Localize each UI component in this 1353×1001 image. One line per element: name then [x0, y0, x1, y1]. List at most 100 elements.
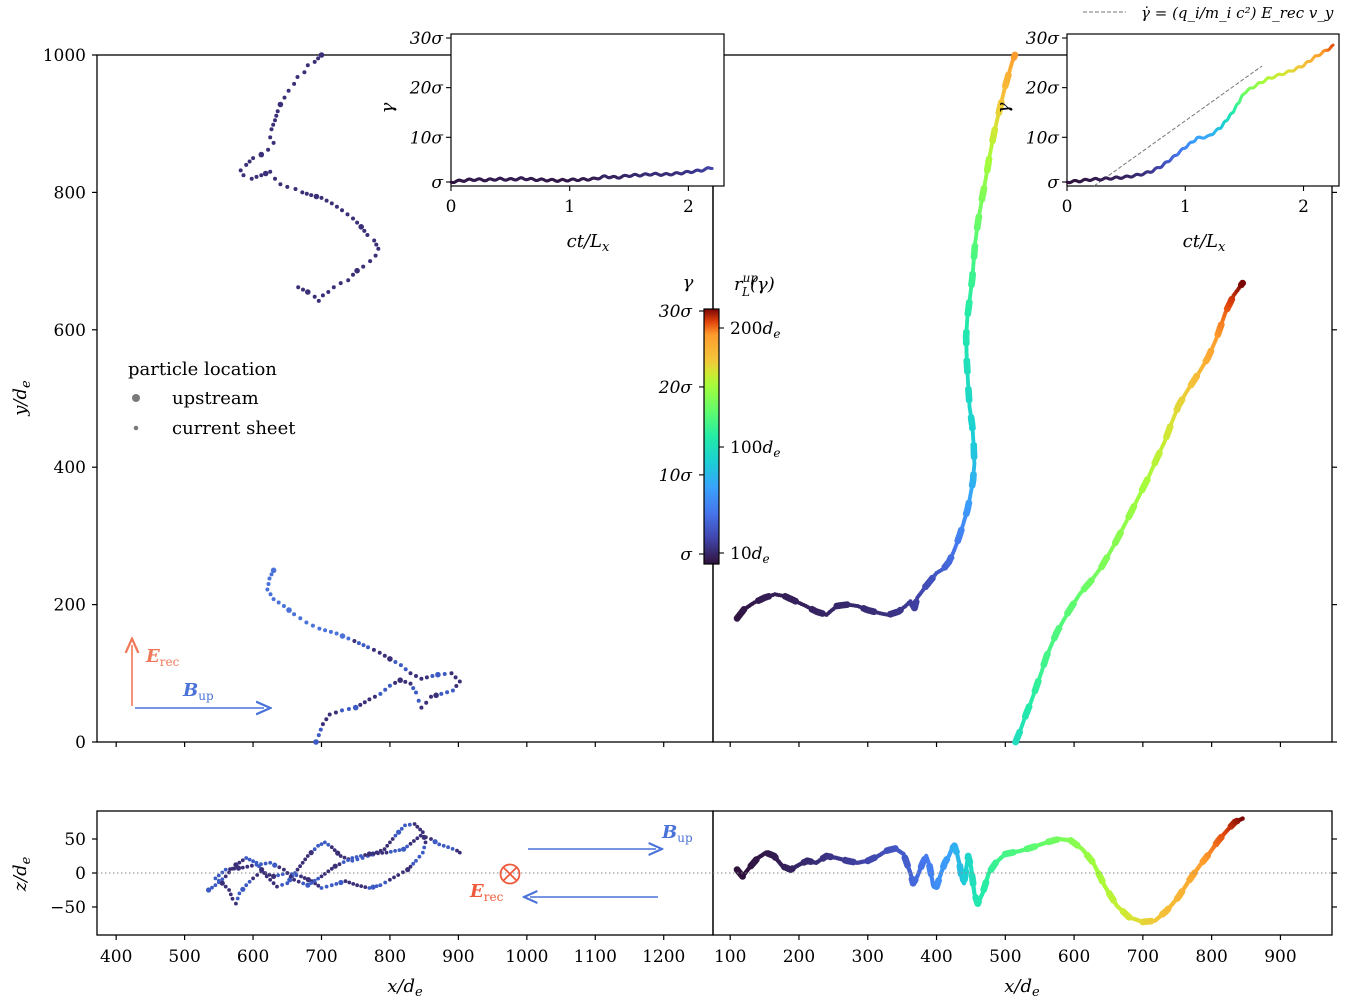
trajectory-point	[305, 877, 311, 883]
trajectory-point	[318, 727, 323, 732]
left-bottom-x-tick-label: 700	[305, 947, 337, 967]
trajectory-point	[338, 879, 344, 886]
trajectory-point	[343, 879, 348, 884]
inset-x-tick-label: 1	[564, 197, 575, 217]
trajectory-point	[378, 883, 383, 888]
trajectory-point	[380, 851, 385, 855]
colorbar-left-tick-label: σ	[680, 545, 692, 565]
inset-x-tick-label: 2	[1298, 197, 1309, 217]
trajectory-point	[319, 195, 324, 200]
trajectory-point	[298, 616, 303, 621]
legend-marker-upstream	[132, 394, 140, 402]
trajectory-point	[403, 679, 408, 684]
trajectory-point	[317, 626, 322, 631]
trajectory-point	[433, 692, 439, 699]
trajectory-point	[219, 880, 225, 886]
trajectory-point	[309, 193, 314, 198]
trajectory-point	[347, 880, 352, 885]
trajectory-point	[423, 840, 428, 845]
trajectory-point	[259, 862, 263, 867]
right-inset-y-label: γ	[993, 102, 1014, 113]
trajectory-point	[294, 873, 299, 878]
right-bottom-x-tick-label: 800	[1195, 947, 1227, 967]
trajectory-point	[366, 851, 372, 857]
legend: particle location upstream current sheet	[128, 359, 296, 439]
trajectory-point	[341, 860, 346, 864]
trajectory-point	[393, 680, 398, 685]
trajectory-point	[368, 259, 373, 264]
trajectory-point	[287, 877, 293, 883]
trajectory-point	[355, 220, 360, 225]
trajectory-point	[342, 855, 347, 860]
legend-title: particle location	[128, 359, 277, 380]
trajectory-point	[393, 833, 398, 838]
trajectory-point	[223, 867, 228, 872]
inset-y-tick-label: 10σ	[1026, 128, 1060, 148]
trajectory-point	[323, 628, 328, 633]
trajectory-point	[240, 858, 245, 863]
trajectory-point	[439, 691, 444, 696]
bottom-z-axis-label: z/de	[10, 856, 34, 892]
trajectory-point	[403, 667, 408, 672]
trajectory-point	[268, 592, 273, 597]
trajectory-point	[271, 122, 276, 127]
right-bottom-trajectory	[733, 816, 1245, 926]
trajectory-point	[416, 698, 421, 703]
trajectory-point	[450, 688, 455, 693]
main-y-tick-label: 0	[75, 733, 86, 753]
trajectory-point	[1239, 279, 1246, 287]
trajectory-point	[328, 629, 333, 634]
trajectory-point	[266, 582, 271, 586]
inset-y-tick-label: σ	[431, 173, 443, 193]
trajectory-point	[304, 620, 309, 625]
trajectory-point	[412, 822, 417, 826]
right-inset-fit-line	[1093, 65, 1263, 187]
trajectory-point	[300, 190, 305, 195]
trajectory-point	[372, 238, 377, 243]
inset-x-tick-label: 0	[446, 197, 457, 217]
trajectory-point	[285, 871, 290, 875]
left-bottom-x-tick-label: 1200	[642, 947, 685, 967]
trajectory-point	[430, 674, 435, 678]
left-trajectory	[238, 52, 462, 745]
trajectory-point	[393, 660, 398, 664]
inset-y-tick-label: 10σ	[410, 128, 444, 148]
trajectory-point	[281, 604, 286, 608]
trajectory-point	[271, 597, 276, 602]
trajectory-point	[329, 883, 334, 888]
trajectory-point	[359, 854, 363, 858]
trajectory-point	[407, 822, 412, 827]
trajectory-point	[275, 884, 279, 889]
bottom-y-tick-label: −50	[50, 898, 86, 918]
trajectory-point	[308, 850, 314, 856]
trajectory-point	[324, 884, 329, 889]
trajectory-point	[367, 697, 372, 702]
trajectory-point	[329, 866, 334, 871]
trajectory-point	[454, 684, 459, 688]
trajectory-point	[411, 686, 416, 691]
trajectory-point	[309, 881, 314, 885]
right-inset-ticks: σ 10σ 20σ 30σ 0 1 2	[1025, 29, 1309, 217]
main-y-tick-label: 200	[54, 596, 86, 616]
trajectory-point	[266, 147, 271, 152]
trajectory-point	[275, 109, 280, 114]
trajectory-point	[280, 883, 284, 887]
trajectory-point	[267, 576, 272, 581]
trajectory-point	[254, 174, 259, 179]
e-rec-label-bottom: Erec	[469, 881, 504, 904]
trajectory-point	[247, 857, 252, 862]
left-bottom-x-tick-label: 800	[374, 947, 406, 967]
main-y-tick-label: 800	[54, 183, 86, 203]
trajectory-point	[331, 285, 336, 290]
e-rec-label-main: Erec	[145, 646, 180, 669]
trajectory-point	[338, 854, 343, 858]
right-inset-legend-entry: γ̇ = (q_i/m_i c²) E_rec v_y	[1141, 4, 1334, 22]
trajectory-point	[268, 877, 273, 882]
trajectory-point	[346, 707, 351, 711]
trajectory-point	[418, 827, 422, 832]
colorbar-ticks: σ 10σ 20σ 30σ 10de 100de 200de	[658, 302, 781, 566]
trajectory-point	[235, 865, 242, 871]
main-y-tick-label: 400	[54, 458, 86, 478]
